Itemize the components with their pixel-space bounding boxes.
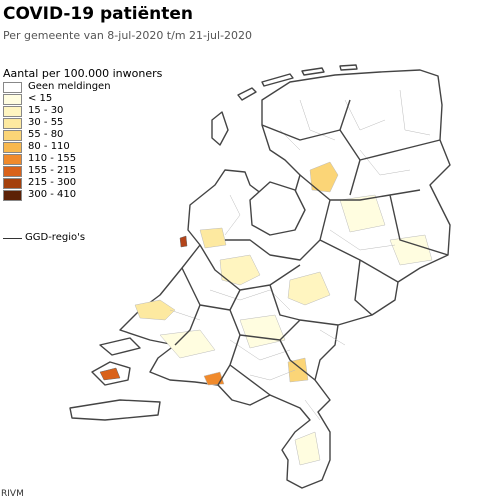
legend-swatch: [3, 190, 22, 201]
legend-swatch: [3, 142, 22, 153]
legend-label: 15 - 30: [28, 105, 64, 116]
municipality-shaded: [294, 431, 321, 466]
ggd-region-border: [174, 99, 449, 396]
municipality-shaded: [389, 234, 433, 266]
legend-item: 15 - 30: [3, 105, 163, 118]
legend-swatch: [3, 166, 22, 177]
texel-outline: [211, 111, 229, 146]
legend-item: 30 - 55: [3, 117, 163, 130]
municipality-shaded: [134, 299, 176, 321]
flevoland-outline: [249, 181, 306, 236]
municipality-shaded: [159, 329, 216, 359]
legend-label: Geen meldingen: [28, 81, 111, 92]
municipality-shaded: [99, 367, 121, 381]
legend: Geen meldingen < 15 15 - 30 30 - 55 55 -…: [3, 81, 163, 202]
legend-label: 80 - 110: [28, 141, 70, 152]
legend-item: 110 - 155: [3, 153, 163, 166]
municipality-shaded: [287, 357, 309, 383]
legend-item: 300 - 410: [3, 189, 163, 202]
municipality-shaded: [219, 254, 261, 286]
legend-item: < 15: [3, 93, 163, 106]
ameland-outline: [301, 67, 325, 76]
legend-label: 110 - 155: [28, 153, 77, 164]
municipality-shaded: [287, 271, 331, 306]
zeeuws-vlaanderen-outline: [69, 399, 161, 421]
legend-item: 55 - 80: [3, 129, 163, 142]
ggd-line-swatch: [3, 238, 22, 239]
legend-swatch: [3, 106, 22, 117]
legend-label: 30 - 55: [28, 117, 64, 128]
schouwen-outline: [99, 337, 141, 356]
terschelling-outline: [261, 73, 294, 87]
municipality-shaded: [199, 227, 227, 249]
mainland-outline: [119, 69, 451, 489]
municipality-shaded: [179, 235, 188, 248]
municipality-shaded: [339, 194, 386, 233]
municipality-border: [169, 89, 431, 421]
legend-swatch: [3, 118, 22, 129]
legend-swatch: [3, 154, 22, 165]
legend-label: 215 - 300: [28, 177, 77, 188]
map-title: COVID-19 patiënten: [3, 4, 193, 24]
legend-item: 80 - 110: [3, 141, 163, 154]
municipality-shaded: [309, 161, 339, 193]
legend-swatch: [3, 82, 22, 93]
legend-swatch: [3, 94, 22, 105]
legend-label: 300 - 410: [28, 189, 77, 200]
ggd-legend-label: GGD-regio's: [25, 232, 86, 243]
legend-title: Aantal per 100.000 inwoners: [3, 67, 163, 80]
legend-item: 215 - 300: [3, 177, 163, 190]
source-credit: RIVM: [1, 489, 24, 499]
legend-label: 55 - 80: [28, 129, 64, 140]
legend-item: Geen meldingen: [3, 81, 163, 94]
municipality-shaded: [203, 371, 225, 386]
legend-label: < 15: [28, 93, 53, 104]
vlieland-outline: [237, 87, 257, 101]
legend-swatch: [3, 178, 22, 189]
schiermonnikoog-outline: [339, 64, 358, 71]
legend-swatch: [3, 130, 22, 141]
legend-item: 155 - 215: [3, 165, 163, 178]
legend-label: 155 - 215: [28, 165, 77, 176]
map-subtitle: Per gemeente van 8-jul-2020 t/m 21-jul-2…: [3, 29, 253, 42]
